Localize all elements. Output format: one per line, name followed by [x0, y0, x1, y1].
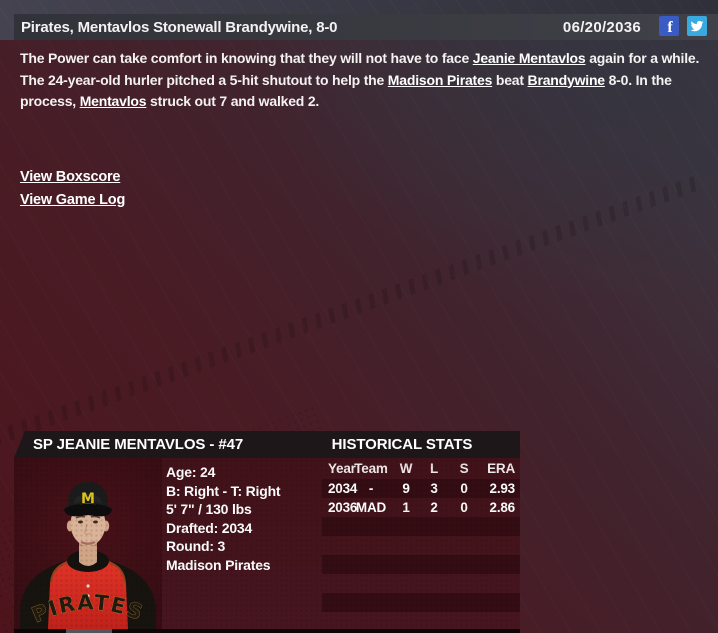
- detail-drafted: Drafted: 2034: [166, 519, 253, 536]
- link-mentavlos[interactable]: Mentavlos: [79, 93, 147, 109]
- detail-round: Round: 3: [166, 538, 226, 555]
- stats-row-empty: [322, 536, 520, 555]
- article-text: beat: [492, 71, 528, 88]
- cell-w: 1: [402, 500, 410, 515]
- scroll-grip[interactable]: [66, 629, 112, 633]
- link-brandywine[interactable]: Brandywine: [527, 71, 606, 88]
- player-portrait: M PIRATES: [14, 458, 162, 629]
- cell-year: 2034: [328, 481, 358, 496]
- stats-header-row: Year Team W L S ERA: [322, 458, 520, 479]
- player-card-body: M PIRATES Age: 24 B: Right - T: Right 5'…: [14, 458, 520, 629]
- stats-row-2036: 2036 MAD 1 2 0 2.86: [322, 498, 520, 517]
- detail-height-weight: 5' 7" / 130 lbs: [166, 501, 252, 518]
- cell-w: 9: [402, 481, 410, 496]
- cell-era: 2.86: [489, 500, 516, 515]
- article-title: Pirates, Mentavlos Stonewall Brandywine,…: [21, 18, 338, 36]
- article-text: struck out 7 and walked 2.: [146, 93, 320, 109]
- cell-l: 3: [430, 481, 438, 496]
- col-era: ERA: [487, 461, 515, 476]
- cell-team: -: [368, 481, 374, 496]
- article-body: The Power can take comfort in knowing th…: [20, 48, 712, 113]
- col-year: Year: [328, 461, 356, 476]
- twitter-bird-icon: [690, 20, 704, 32]
- col-s: S: [459, 461, 469, 476]
- article-date: 06/20/2036: [562, 18, 641, 36]
- stats-row-empty: [322, 517, 520, 536]
- view-gamelog-link[interactable]: View Game Log: [20, 192, 126, 208]
- detail-age: Age: 24: [166, 464, 216, 480]
- col-team: Team: [354, 461, 388, 476]
- article-text: again for a while. The 24-year-old hurle…: [20, 50, 700, 88]
- player-details: Age: 24 B: Right - T: Right 5' 7" / 130 …: [166, 463, 322, 575]
- player-avatar: M PIRATES: [20, 482, 156, 629]
- stats-row-empty: [322, 574, 520, 593]
- article-title-bar: Pirates, Mentavlos Stonewall Brandywine,…: [14, 14, 718, 40]
- article-text: 8-0. In the process,: [20, 71, 672, 110]
- twitter-share-button[interactable]: [687, 16, 707, 36]
- col-l: L: [429, 461, 439, 476]
- stats-row-empty: [322, 612, 520, 629]
- historical-stats-table: Year Team W L S ERA 2034 - 9 3 0 2.93 20…: [322, 458, 520, 629]
- article-text: The Power can take comfort in knowing th…: [20, 50, 473, 66]
- link-madison-pirates[interactable]: Madison Pirates: [387, 71, 493, 88]
- cell-s: 0: [460, 500, 468, 515]
- player-name-number: SP JEANIE MENTAVLOS - #47: [33, 436, 244, 453]
- avatar-jersey: [48, 555, 128, 629]
- cell-s: 0: [460, 481, 468, 496]
- detail-team: Madison Pirates: [166, 556, 271, 573]
- cap-brim: [64, 503, 112, 517]
- cell-era: 2.93: [489, 481, 516, 496]
- stats-row-empty: [322, 593, 520, 612]
- stats-row-empty: [322, 555, 520, 574]
- cell-l: 2: [430, 500, 438, 515]
- historical-stats-title: HISTORICAL STATS: [331, 436, 473, 453]
- detail-bats-throws: B: Right - T: Right: [166, 482, 281, 499]
- facebook-icon: f: [667, 19, 673, 36]
- article-actions: View Boxscore View Game Log: [20, 166, 125, 212]
- view-boxscore-link[interactable]: View Boxscore: [20, 169, 121, 185]
- card-bottom-bar: [14, 629, 520, 633]
- cell-year: 2036: [328, 500, 358, 515]
- link-jeanie-mentavlos[interactable]: Jeanie Mentavlos: [472, 50, 586, 66]
- cell-team: MAD: [355, 500, 387, 515]
- player-card-header: SP JEANIE MENTAVLOS - #47 HISTORICAL STA…: [14, 431, 520, 458]
- player-card: SP JEANIE MENTAVLOS - #47 HISTORICAL STA…: [14, 431, 520, 633]
- facebook-share-button[interactable]: f: [659, 16, 679, 36]
- stats-row-2034: 2034 - 9 3 0 2.93: [322, 479, 520, 498]
- col-w: W: [399, 461, 413, 476]
- cap-letter: M: [81, 491, 95, 507]
